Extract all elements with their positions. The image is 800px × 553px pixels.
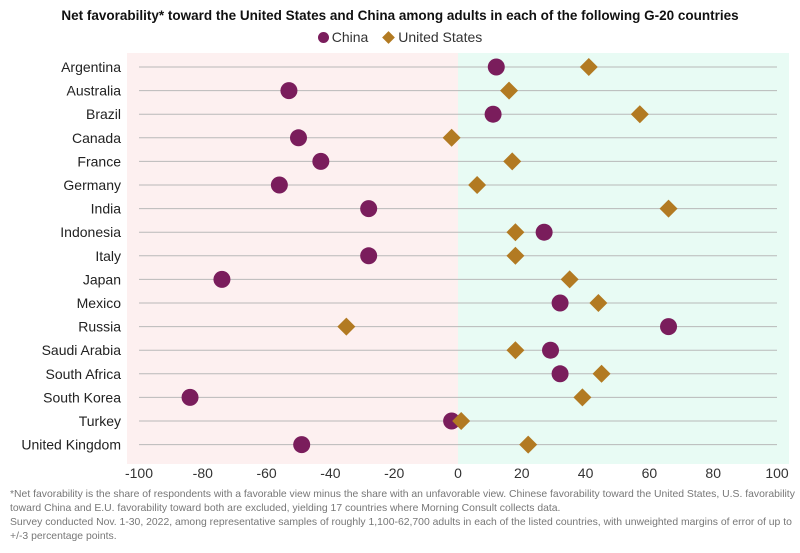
category-label: Japan [83,271,121,287]
chart-legend: China United States [0,29,800,45]
united-states-marker [506,223,525,242]
china-marker [360,247,378,265]
x-tick-label: -20 [384,465,404,481]
category-label: Russia [78,319,121,335]
category-label: United Kingdom [21,437,121,453]
united-states-marker [506,341,525,360]
united-states-marker [468,176,487,194]
category-label: Indonesia [60,224,121,240]
china-marker [484,105,502,123]
x-tick-label: 40 [578,465,594,481]
x-tick-label: 60 [642,465,658,481]
category-label: Canada [72,130,121,146]
united-states-marker [560,270,579,289]
x-tick-label: 80 [705,465,721,481]
x-tick-label: 0 [454,465,462,481]
legend-label-china: China [331,29,369,45]
united-states-marker [659,199,678,218]
united-states-marker [503,152,522,171]
china-marker [360,200,378,218]
china-marker [660,318,678,336]
united-states-marker [589,294,608,312]
united-states-marker [506,246,525,265]
category-label: France [77,153,121,169]
x-tick-label: 100 [765,465,789,481]
legend-item-united-states: United States [382,29,483,45]
china-marker [487,58,505,76]
china-marker [280,82,298,100]
circle-marker-icon [317,32,329,43]
united-states-marker [630,105,649,124]
chart-notes: *Net favorability is the share of respon… [10,488,795,544]
footnote-text: *Net favorability is the share of respon… [10,489,795,514]
category-label: Argentina [61,59,121,75]
survey-note-text: Survey conducted Nov. 1-30, 2022, among … [10,517,792,542]
category-label: Saudi Arabia [42,342,122,358]
chart-plot: Argentina Australia Brazil Canada France Germ… [21,53,789,481]
united-states-marker [500,81,519,100]
category-label: Germany [63,177,121,193]
china-marker [535,223,553,241]
united-states-marker [337,317,356,336]
china-marker [312,152,330,170]
x-tick-label: -60 [256,465,276,481]
category-label: India [91,201,122,217]
category-label: Mexico [77,295,122,311]
x-tick-label: -100 [125,465,153,481]
china-marker [181,388,199,406]
china-marker [443,412,461,430]
x-tick-label: -40 [320,465,340,481]
china-marker [551,365,569,383]
united-states-marker [519,435,538,454]
chart-title: Net favorability* toward the United Stat… [61,8,739,23]
china-marker [293,436,311,454]
united-states-marker [573,388,592,407]
legend-label-united-states: United States [398,29,483,45]
x-tick-label: 20 [514,465,530,481]
united-states-marker [592,364,611,383]
legend-item-china: China [317,29,369,45]
china-marker [213,270,231,288]
category-label: Brazil [86,106,121,122]
x-tick-label: -80 [193,465,213,481]
china-marker [270,176,288,194]
category-label: South Africa [46,366,122,382]
united-states-marker [579,58,598,76]
united-states-marker [452,412,471,430]
china-marker [551,294,569,312]
category-label: Italy [95,248,121,264]
china-marker [542,341,560,359]
united-states-marker [442,128,461,147]
china-marker [290,129,307,147]
category-label: Turkey [79,413,121,429]
category-label: South Korea [43,389,121,405]
category-label: Australia [67,83,122,99]
